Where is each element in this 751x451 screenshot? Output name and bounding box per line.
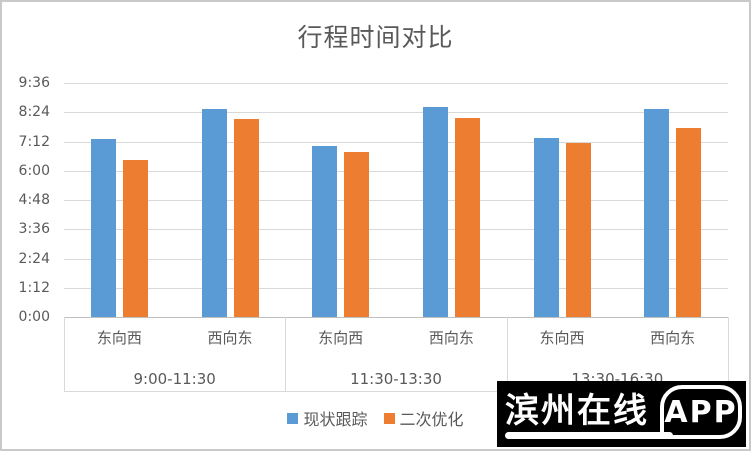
bar-现状跟踪-东向西-4 [533, 137, 559, 317]
x-axis-group-divider [506, 317, 508, 391]
watermark-text: 滨州在线 [505, 391, 649, 431]
y-axis-tick-label: 7:12 [18, 133, 50, 150]
legend: 现状跟踪 二次优化 [0, 406, 751, 430]
x-axis-group-divider [285, 317, 287, 391]
y-axis-tick-label: 4:48 [18, 192, 50, 208]
x-axis-category-label: 西向东 [428, 329, 474, 347]
y-gridline [64, 258, 728, 260]
bar-现状跟踪-东向西-2 [312, 145, 338, 317]
x-axis-category-label: 东向西 [96, 329, 142, 347]
chart-title: 行程时间对比 [297, 23, 454, 52]
y-gridline [64, 170, 728, 172]
bar-二次优化-东向西-4 [565, 143, 591, 317]
bar-二次优化-西向东-5 [676, 127, 702, 317]
x-axis-line [64, 317, 728, 318]
x-axis-group-divider [728, 317, 729, 391]
bar-二次优化-东向西-2 [344, 151, 370, 317]
bar-现状跟踪-西向东-5 [644, 109, 670, 317]
y-axis-tick-label: 6:00 [18, 162, 50, 179]
y-axis-tick-label: 8:24 [18, 104, 50, 121]
y-gridline [64, 141, 728, 143]
y-axis-tick-label: 3:36 [18, 221, 50, 238]
y-gridline [64, 200, 728, 201]
x-axis-group-label: 9:00-11:30 [133, 370, 216, 388]
legend-label: 现状跟踪 [303, 410, 368, 429]
bar-二次优化-东向西-0 [122, 160, 148, 317]
legend-item-现状跟踪: 现状跟踪 [287, 406, 368, 430]
x-axis-bottom-border [64, 391, 728, 392]
x-axis-group-label: 11:30-13:30 [350, 370, 442, 388]
legend-label: 二次优化 [399, 410, 464, 429]
x-axis-category-label: 东向西 [539, 329, 585, 347]
y-axis-tick-label: 9:36 [18, 75, 50, 91]
bar-二次优化-西向东-3 [454, 117, 480, 317]
x-axis-category-label: 西向东 [207, 329, 253, 347]
watermark-app-badge: APP [660, 385, 742, 439]
bar-二次优化-西向东-1 [233, 119, 259, 317]
x-axis-group-divider [64, 317, 65, 391]
x-axis-category-label: 西向东 [650, 329, 696, 347]
y-axis-tick-label: 2:24 [18, 250, 50, 267]
y-gridline [64, 229, 728, 231]
watermark: 滨州在线 APP [497, 381, 746, 447]
legend-swatch-icon [287, 412, 299, 424]
y-axis-tick-label: 1:12 [18, 279, 50, 296]
y-gridline [64, 83, 728, 84]
y-axis-tick-label: 0:00 [18, 309, 50, 325]
y-gridline [64, 287, 728, 289]
watermark-underline [505, 432, 673, 439]
legend-item-二次优化: 二次优化 [383, 406, 464, 430]
bar-现状跟踪-西向东-3 [422, 106, 448, 317]
y-gridline [64, 112, 728, 114]
bar-现状跟踪-东向西-0 [90, 138, 116, 317]
x-axis-category-label: 东向西 [318, 329, 364, 347]
legend-swatch-icon [383, 412, 395, 424]
bar-现状跟踪-西向东-1 [201, 109, 227, 317]
